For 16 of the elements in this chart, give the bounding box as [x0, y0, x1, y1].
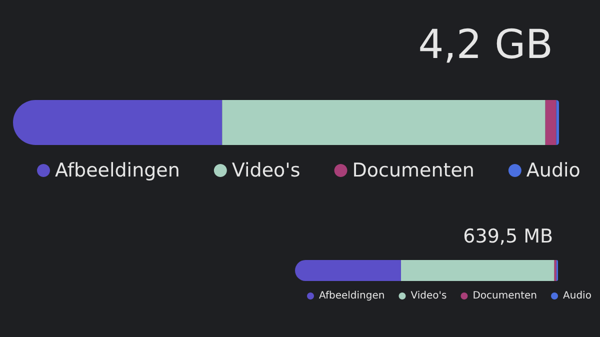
legend-label: Video's [410, 290, 447, 302]
bar [400, 260, 554, 281]
chart-title: 4,2 GB [418, 22, 553, 68]
legend-label: Audio [563, 290, 592, 302]
chart-title: 639,5 MB [463, 226, 554, 248]
bar [545, 100, 556, 145]
legend-label: Video's [232, 160, 300, 182]
legend-label: Documenten [472, 290, 538, 302]
legend-label: Afbeeldingen [319, 290, 385, 302]
legend-label: Afbeeldingen [55, 160, 180, 182]
legend-label: Audio [526, 160, 580, 182]
bar [13, 100, 222, 145]
bar [295, 260, 401, 281]
legend-label: Documenten [352, 160, 474, 182]
bar [556, 100, 559, 145]
bar [222, 100, 546, 145]
